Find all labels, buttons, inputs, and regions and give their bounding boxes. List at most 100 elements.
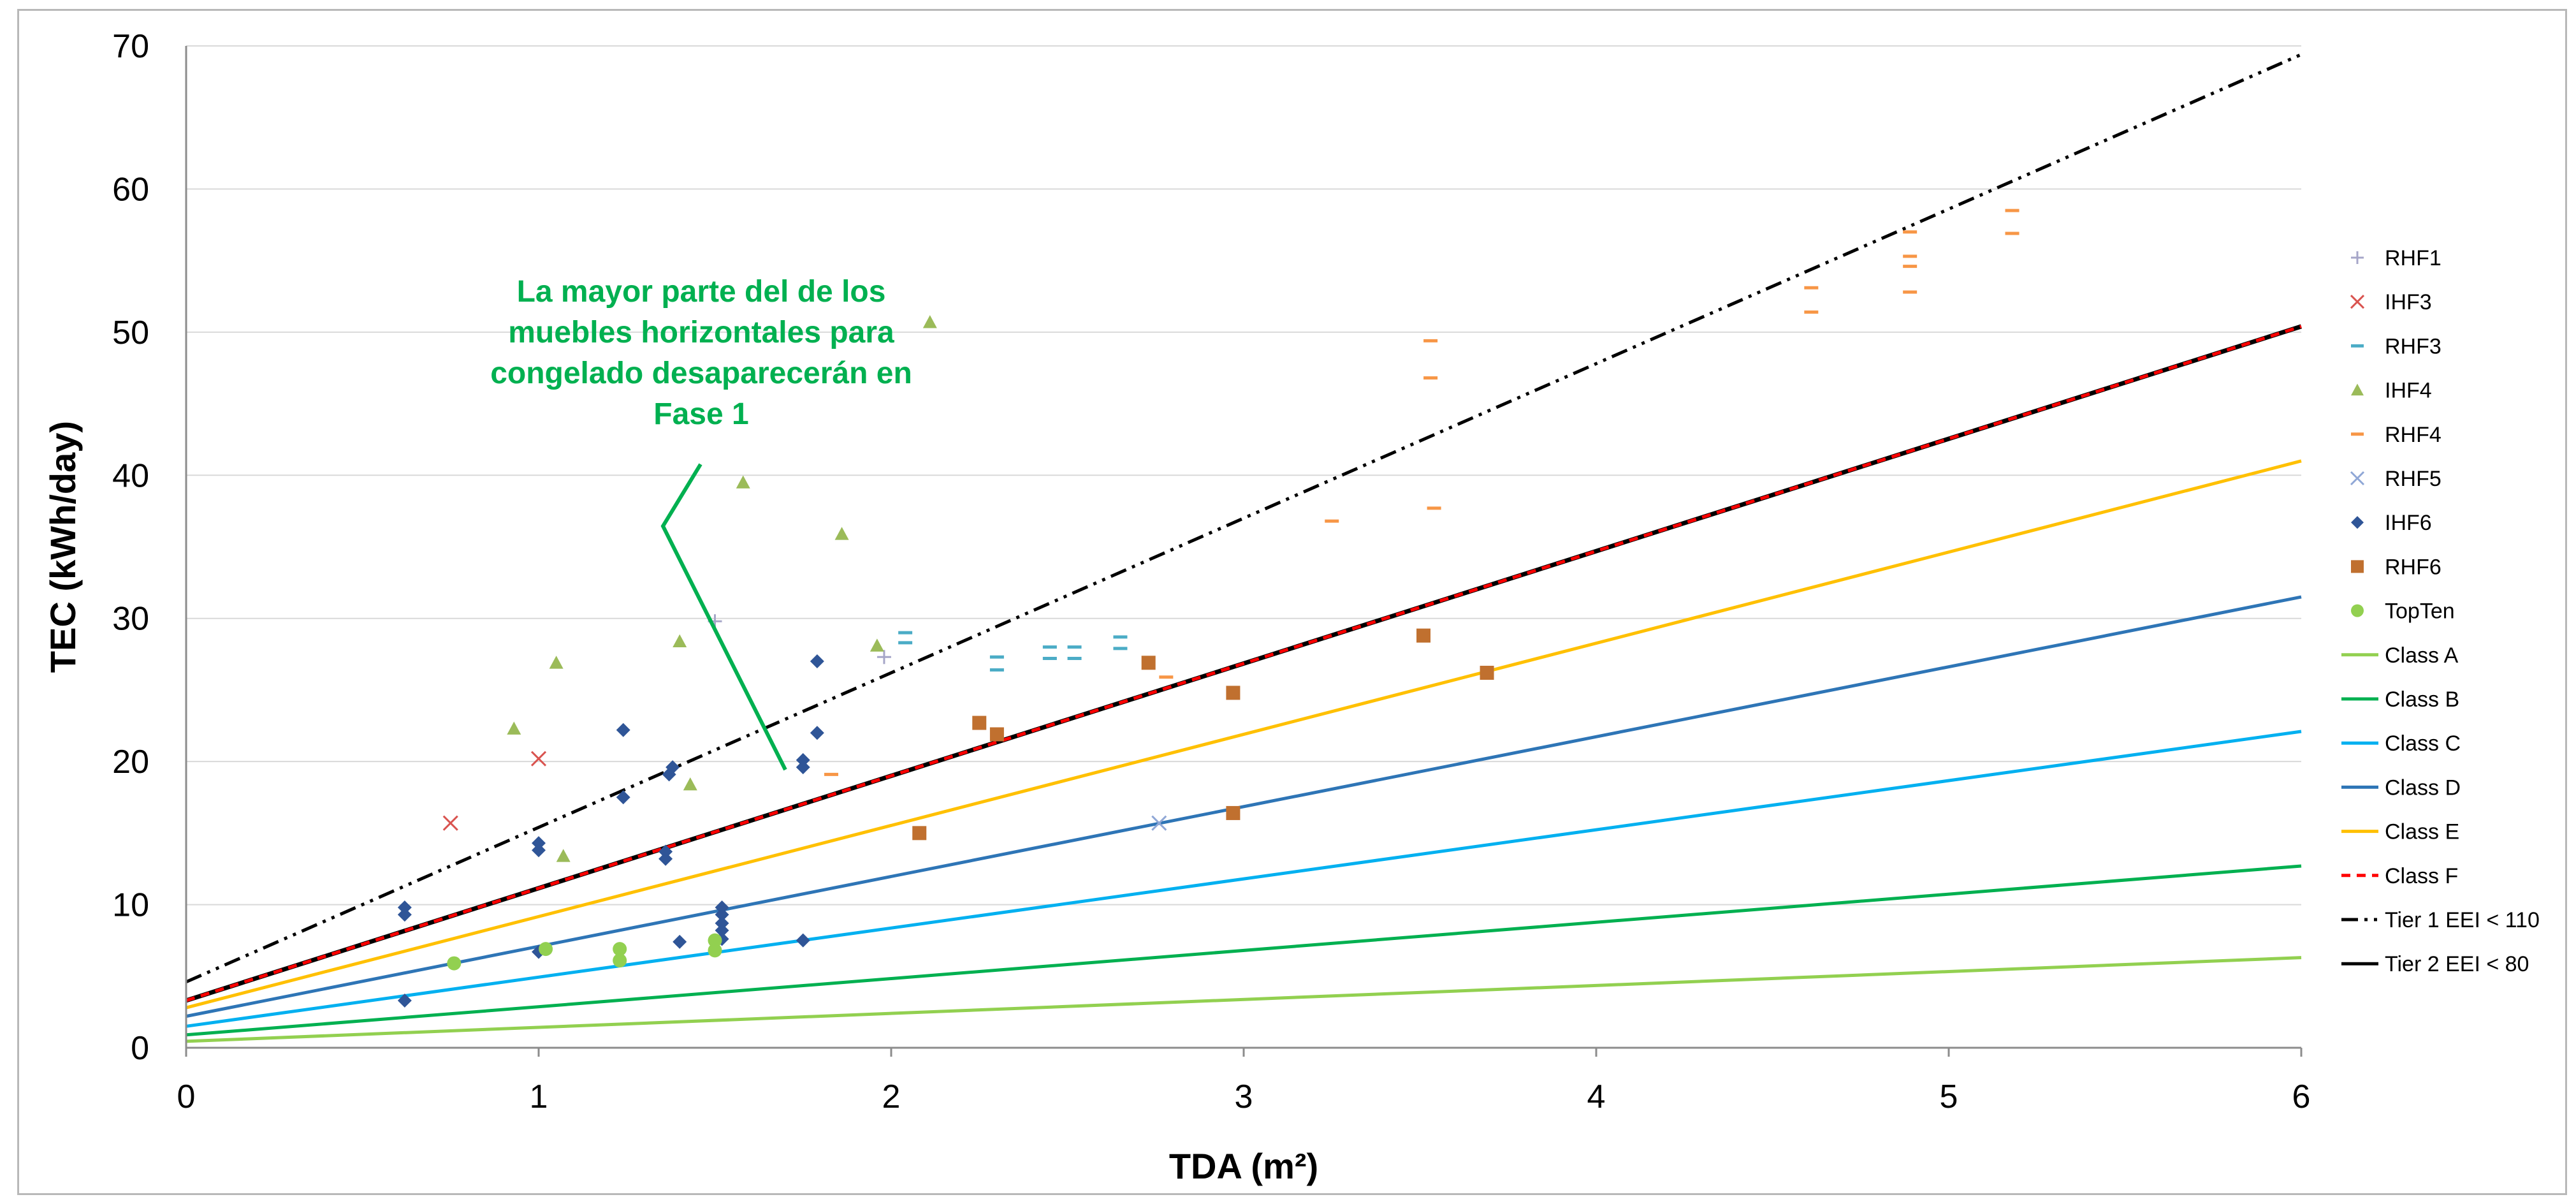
legend-item-class-c: Class C (2341, 731, 2461, 756)
y-tick-label: 20 (112, 744, 149, 781)
x-tick-label: 6 (2292, 1078, 2311, 1115)
legend-marker (2351, 251, 2364, 264)
point-ihf6 (715, 907, 729, 922)
legend-label: Tier 1 EEI < 110 (2385, 908, 2540, 932)
annotation-pointer (660, 463, 787, 771)
point-ihf4 (922, 315, 937, 328)
legend-item-class-d: Class D (2341, 775, 2461, 800)
point-ihf4 (736, 475, 750, 488)
annotation-text: muebles horizontales para (508, 316, 894, 349)
point-ihf4 (556, 849, 571, 862)
legend-item-ihf6: IHF6 (2351, 511, 2432, 535)
point-ihf6 (616, 723, 630, 737)
point-ihf6 (659, 851, 673, 866)
legend-label: Class A (2385, 643, 2459, 668)
point-rhf6 (912, 826, 927, 841)
point-ihf6 (673, 934, 687, 949)
legend-item-tier-1-eei-110: Tier 1 EEI < 110 (2341, 908, 2540, 932)
legend-label: IHF3 (2385, 290, 2432, 314)
legend-item-rhf6: RHF6 (2351, 555, 2441, 579)
point-ihf6 (616, 790, 630, 805)
point-ihf4 (870, 638, 884, 652)
x-tick-label: 1 (530, 1078, 548, 1115)
y-tick-label: 30 (112, 601, 149, 638)
point-ihf6 (796, 760, 810, 775)
point-rhf1 (877, 650, 891, 664)
x-tick-label: 0 (177, 1078, 196, 1115)
point-topten (708, 943, 722, 958)
legend-label: IHF4 (2385, 379, 2432, 403)
point-ihf6 (659, 844, 673, 859)
annotation-text: Fase 1 (653, 397, 748, 431)
legend-marker (2350, 295, 2365, 309)
point-ihf4 (673, 634, 687, 647)
legend-label: Class D (2385, 775, 2461, 800)
point-ihf4 (549, 656, 564, 669)
point-topten (613, 942, 627, 957)
legend-item-class-f: Class F (2341, 864, 2458, 888)
annotation-text: congelado desaparecerán en (490, 356, 912, 390)
series-line-class-d (186, 595, 2302, 1018)
point-rhf6 (1141, 656, 1156, 670)
x-tick-label: 2 (882, 1078, 901, 1115)
legend-marker (2351, 560, 2364, 573)
legend-label: RHF4 (2385, 423, 2441, 447)
point-ihf4 (834, 527, 849, 540)
point-ihf6 (397, 900, 412, 915)
point-ihf6 (397, 907, 412, 922)
point-ihf6 (397, 993, 412, 1008)
series-line-class-e (186, 459, 2302, 1009)
legend-item-ihf3: IHF3 (2350, 290, 2432, 314)
point-ihf6 (796, 752, 810, 767)
point-ihf6 (796, 933, 810, 948)
legend-label: IHF6 (2385, 511, 2432, 535)
legend-label: Class F (2385, 864, 2458, 888)
point-ihf6 (715, 923, 729, 937)
legend-marker (2350, 471, 2365, 486)
legend-label: TopTen (2385, 599, 2455, 624)
point-ihf6 (810, 654, 824, 669)
point-ihf3 (442, 815, 458, 831)
point-rhf6 (1480, 665, 1494, 680)
point-ihf6 (666, 760, 680, 775)
point-ihf6 (715, 916, 729, 930)
y-tick-label: 10 (112, 887, 149, 924)
y-tick-label: 0 (131, 1030, 149, 1067)
series-line-class-c (186, 730, 2302, 1028)
legend-marker (2351, 516, 2364, 529)
legend-item-ihf4: IHF4 (2351, 379, 2432, 403)
point-ihf3 (530, 751, 547, 767)
point-rhf6 (1226, 805, 1241, 820)
point-rhf6 (989, 727, 1004, 742)
point-rhf5-b (1151, 815, 1167, 831)
y-axis-title: TEC (kWh/day) (43, 421, 83, 673)
data-points (397, 209, 2019, 1008)
series-line-class-f (186, 325, 2302, 1002)
point-rhf6 (1226, 686, 1241, 700)
legend-label: RHF3 (2385, 334, 2441, 358)
point-rhf6 (972, 716, 987, 730)
legend-item-rhf1: RHF1 (2351, 246, 2441, 270)
annotation-text: La mayor parte del de los (517, 275, 886, 309)
point-rhf6 (1416, 628, 1431, 643)
axes: 0 10 20 30 40 50 60 70 0 1 2 3 4 5 6 TDA (m²) TEC (kWh/d… (43, 28, 2310, 1186)
legend-marker (2351, 383, 2364, 396)
point-topten (539, 942, 553, 957)
x-tick-label: 5 (1940, 1078, 1958, 1115)
point-topten (447, 956, 462, 971)
y-tick-label: 70 (112, 28, 149, 65)
legend-item-class-a: Class A (2341, 643, 2459, 668)
series-line-class-b (186, 864, 2302, 1037)
point-topten (613, 953, 627, 968)
point-ihf6 (532, 843, 546, 858)
legend-label: RHF1 (2385, 246, 2441, 270)
point-ihf3-b (530, 751, 547, 767)
legend-marker-b (2350, 471, 2365, 486)
point-ihf4 (507, 721, 521, 735)
class-lines (185, 53, 2303, 1043)
legend-item-rhf3: RHF3 (2351, 334, 2441, 358)
legend-item-class-b: Class B (2341, 687, 2459, 712)
legend-label: Class E (2385, 820, 2459, 844)
x-tick-label: 4 (1587, 1078, 1606, 1115)
